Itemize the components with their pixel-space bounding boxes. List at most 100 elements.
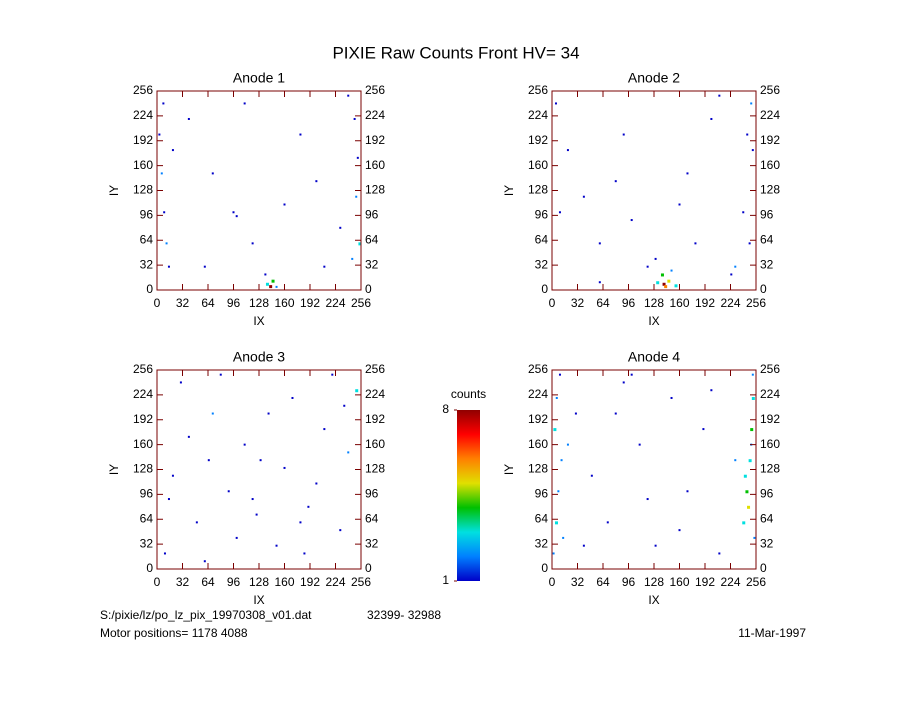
y-tick-label-right: 32 [365, 257, 379, 271]
colorbar-label: counts [451, 387, 486, 401]
pixel [553, 428, 557, 432]
y-tick-label: 32 [140, 536, 154, 550]
plot-frame [551, 369, 757, 570]
x-tick-label: 32 [176, 296, 190, 310]
pixel [743, 474, 747, 478]
y-tick-label-right: 160 [365, 158, 385, 172]
x-tick-label: 96 [227, 575, 241, 589]
y-tick-label-right: 256 [365, 362, 385, 376]
y-tick-label-right: 192 [365, 412, 385, 426]
x-tick-label: 64 [201, 296, 215, 310]
y-tick-label: 192 [133, 133, 153, 147]
y-tick-label-right: 224 [365, 108, 385, 122]
pixel [566, 443, 569, 446]
y-tick-label: 192 [133, 412, 153, 426]
pixel [746, 133, 749, 136]
panel-title: Anode 1 [233, 70, 285, 86]
pixel [207, 459, 210, 462]
pixel [179, 381, 182, 384]
y-tick-label: 0 [146, 561, 153, 575]
y-tick-label: 224 [528, 108, 548, 122]
x-tick-label: 256 [746, 296, 766, 310]
y-tick-label-right: 224 [760, 108, 780, 122]
y-tick-label: 224 [133, 108, 153, 122]
pixel [227, 490, 230, 493]
colorbar-tick-label: 8 [442, 402, 449, 416]
y-tick-label-right: 0 [365, 561, 372, 575]
x-tick-label: 32 [176, 575, 190, 589]
pixel [167, 265, 170, 268]
pixel [162, 102, 165, 105]
pixel [750, 102, 753, 105]
pixel [678, 529, 681, 532]
x-tick-label: 96 [622, 575, 636, 589]
pixel [686, 172, 689, 175]
y-tick-label-right: 96 [365, 208, 379, 222]
y-axis-label: IY [502, 185, 516, 196]
pixel [203, 560, 206, 563]
pixel [670, 396, 673, 399]
pixel [554, 102, 557, 105]
y-tick-label: 96 [140, 208, 154, 222]
y-tick-label: 64 [535, 232, 549, 246]
pixel [734, 265, 737, 268]
y-tick-label-right: 96 [760, 487, 774, 501]
y-tick-label: 224 [133, 387, 153, 401]
pixel [232, 211, 235, 214]
x-tick-label: 192 [695, 296, 715, 310]
y-tick-label: 224 [528, 387, 548, 401]
y-tick-label: 128 [528, 462, 548, 476]
pixel [718, 94, 721, 97]
pixel [694, 242, 697, 245]
pixel [742, 211, 745, 214]
footer-date: 11-Mar-1997 [738, 626, 806, 640]
pixel [558, 211, 561, 214]
y-tick-label: 0 [541, 282, 548, 296]
y-tick-label: 0 [541, 561, 548, 575]
y-tick-label-right: 192 [760, 133, 780, 147]
pixel [160, 172, 163, 175]
pixel [734, 459, 737, 462]
footer-range: 32399- 32988 [367, 608, 441, 622]
pixel [283, 466, 286, 469]
plot-frame [551, 90, 757, 291]
pixel [343, 404, 346, 407]
pixel [339, 226, 342, 229]
plot-frame [156, 369, 362, 570]
pixel [562, 536, 565, 539]
y-tick-label-right: 64 [365, 232, 379, 246]
pixel [751, 396, 755, 400]
pixel [654, 257, 657, 260]
pixel [267, 412, 270, 415]
x-tick-label: 224 [720, 575, 740, 589]
y-tick-label-right: 256 [365, 83, 385, 97]
y-tick-label: 96 [535, 208, 549, 222]
pixel [351, 257, 354, 260]
pixel [315, 180, 318, 183]
x-tick-label: 0 [154, 296, 161, 310]
x-tick-label: 0 [154, 575, 161, 589]
pixel [167, 498, 170, 501]
x-tick-label: 128 [249, 296, 269, 310]
pixel [630, 219, 633, 222]
pixel [243, 443, 246, 446]
pixel [158, 133, 161, 136]
y-tick-label-right: 64 [365, 511, 379, 525]
pixel [710, 117, 713, 120]
x-tick-label: 0 [549, 296, 556, 310]
pixel [748, 459, 752, 463]
y-tick-label-right: 0 [365, 282, 372, 296]
y-tick-label: 160 [528, 437, 548, 451]
pixel [283, 203, 286, 206]
pixel [664, 285, 668, 289]
pixel [291, 396, 294, 399]
pixel [560, 459, 563, 462]
y-tick-label-right: 128 [365, 183, 385, 197]
y-axis-label: IY [502, 464, 516, 475]
y-tick-label: 256 [133, 362, 153, 376]
pixel [339, 529, 342, 532]
pixel [742, 521, 746, 525]
y-tick-label: 96 [535, 487, 549, 501]
pixel [753, 536, 756, 539]
pixel [557, 490, 560, 493]
